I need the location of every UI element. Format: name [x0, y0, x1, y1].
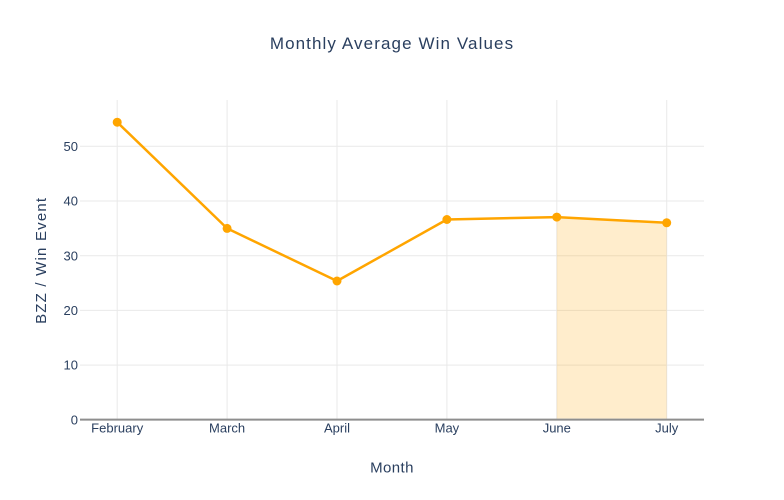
svg-text:50: 50	[64, 139, 78, 154]
svg-text:April: April	[324, 420, 350, 435]
svg-text:Monthly Average Win Values: Monthly Average Win Values	[270, 34, 514, 53]
svg-text:40: 40	[64, 194, 78, 209]
svg-text:Month: Month	[370, 459, 414, 476]
svg-text:February: February	[91, 420, 144, 435]
svg-text:30: 30	[64, 248, 78, 263]
svg-text:June: June	[543, 420, 571, 435]
svg-text:July: July	[655, 420, 679, 435]
svg-text:0: 0	[71, 412, 78, 427]
svg-text:March: March	[209, 420, 245, 435]
svg-text:20: 20	[64, 303, 78, 318]
svg-text:May: May	[435, 420, 460, 435]
svg-text:BZZ / Win Event: BZZ / Win Event	[33, 197, 50, 324]
svg-text:10: 10	[64, 358, 78, 373]
